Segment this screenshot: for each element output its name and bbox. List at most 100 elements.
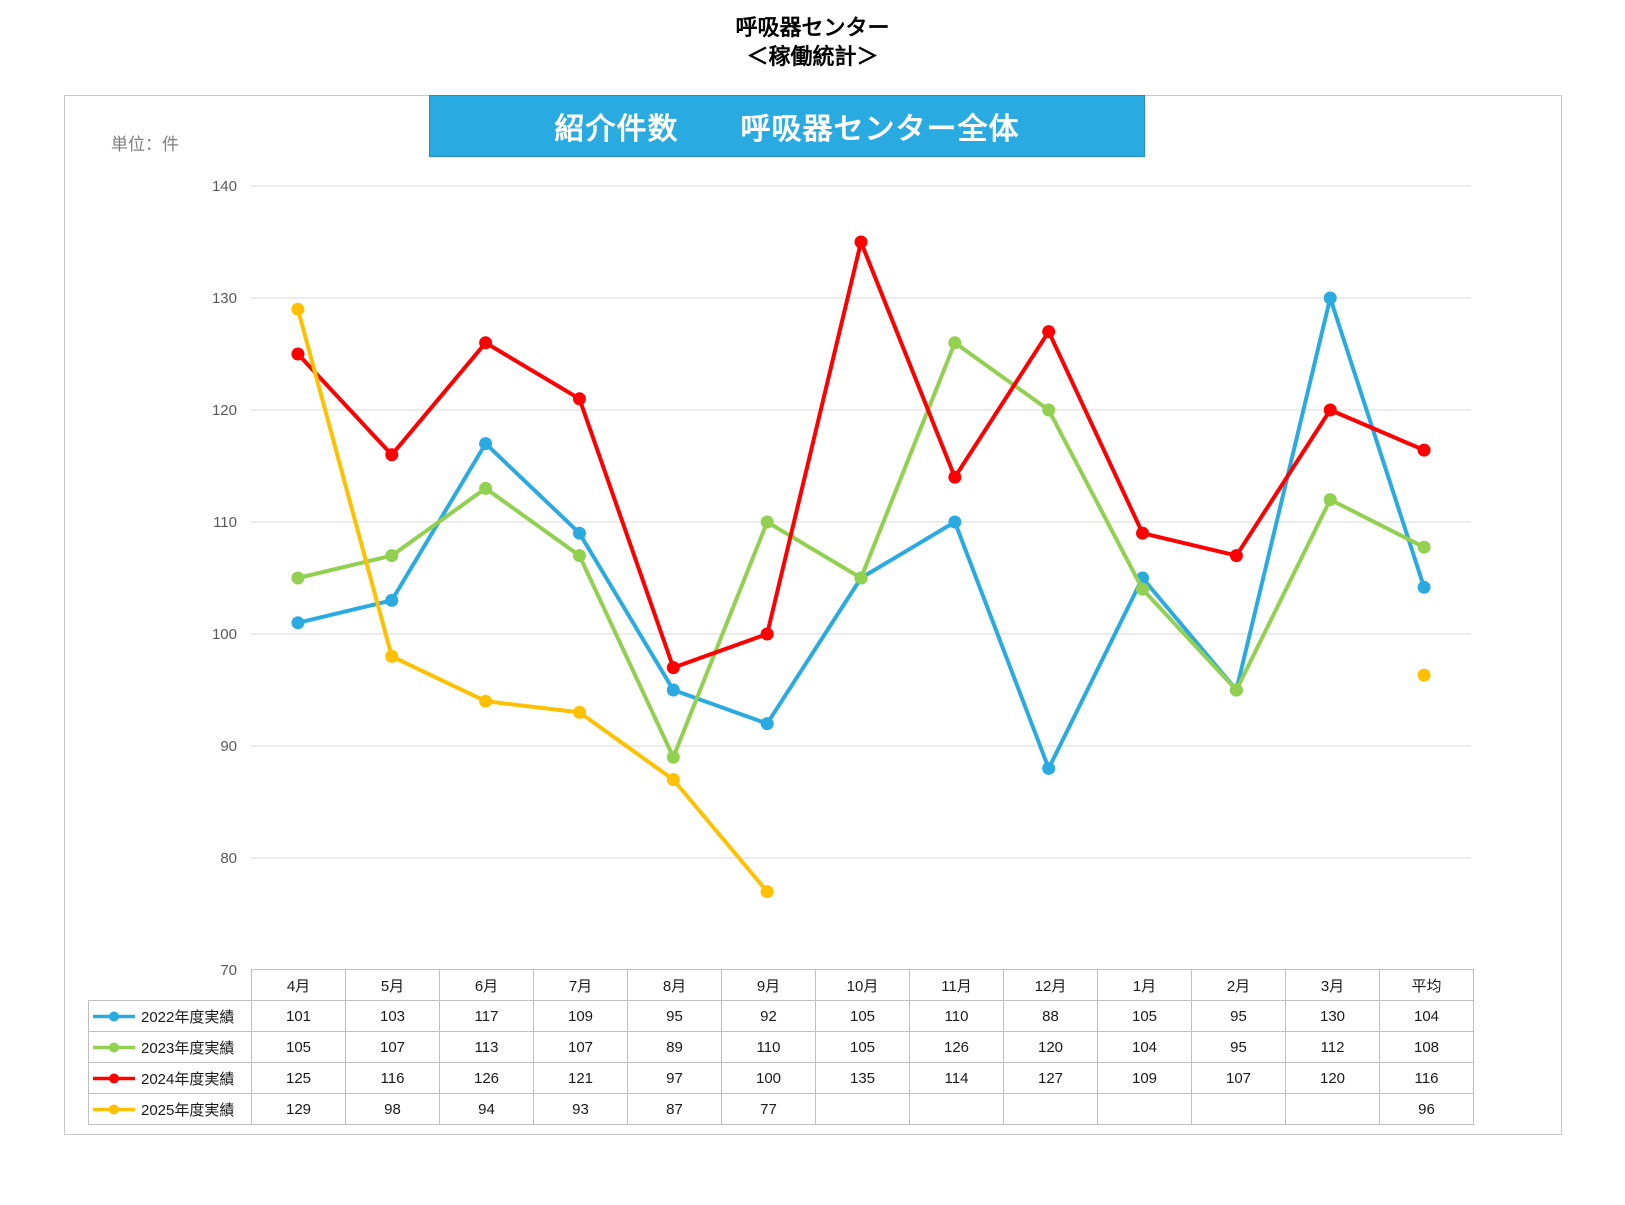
value-cell — [909, 1093, 1004, 1125]
data-point-2025 — [572, 705, 586, 719]
value-cell: 95 — [627, 1000, 722, 1032]
data-point-2022 — [760, 717, 774, 731]
value-cell: 113 — [439, 1031, 534, 1063]
data-point-2022 — [1229, 683, 1243, 697]
legend-label: 2023年度実績 — [141, 1039, 235, 1057]
data-point-2024 — [1229, 549, 1243, 563]
value-cell — [815, 1093, 910, 1125]
average-cell: 104 — [1379, 1000, 1474, 1032]
data-point-2023 — [760, 515, 774, 529]
series-line-2025 — [295, 307, 770, 894]
data-point-2023 — [948, 336, 962, 350]
value-cell: 107 — [533, 1031, 628, 1063]
value-cell: 109 — [1097, 1062, 1192, 1094]
data-table: 4月 5月 6月 7月 8月 9月 10月 11月 12月 1月 2月 3月 平均 2022年度実績 101… — [88, 969, 1474, 1125]
series-line-2023 — [295, 340, 1427, 760]
page-title: 呼吸器センター ＜稼働統計＞ — [0, 14, 1625, 71]
legend-cell: 2022年度実績 — [88, 1000, 252, 1032]
y-axis-label: 120 — [212, 402, 237, 419]
value-cell: 109 — [533, 1000, 628, 1032]
data-point-2023 — [1229, 683, 1243, 697]
data-point-2025 — [385, 649, 399, 663]
data-point-2022 — [1323, 291, 1337, 305]
month-header: 6月 — [439, 969, 534, 1001]
table-corner — [89, 970, 252, 1001]
data-point-2024 — [1323, 403, 1337, 417]
data-point-2024 — [291, 347, 305, 361]
month-header: 5月 — [345, 969, 440, 1001]
value-cell: 95 — [1191, 1031, 1286, 1063]
month-header: 1月 — [1097, 969, 1192, 1001]
value-cell: 110 — [909, 1000, 1004, 1032]
value-cell: 114 — [909, 1062, 1004, 1094]
data-point-2025 — [666, 773, 680, 787]
month-header: 4月 — [251, 969, 346, 1001]
page-title-line1: 呼吸器センター — [735, 15, 890, 40]
data-point-2025 — [760, 885, 774, 899]
data-point-2024 — [479, 336, 493, 350]
data-point-2023 — [854, 571, 868, 585]
data-point-2024 — [666, 661, 680, 675]
y-axis-label: 140 — [212, 178, 237, 195]
legend-marker-icon — [93, 1104, 135, 1114]
month-header: 2月 — [1191, 969, 1286, 1001]
data-point-2024 — [948, 470, 962, 484]
data-point-2023 — [1042, 403, 1056, 417]
value-cell: 110 — [721, 1031, 816, 1063]
value-cell: 117 — [439, 1000, 534, 1032]
series-line-2022 — [295, 296, 1427, 771]
month-header: 11月 — [909, 969, 1004, 1001]
data-point-2023 — [291, 571, 305, 585]
value-cell: 95 — [1191, 1000, 1286, 1032]
value-cell: 127 — [1003, 1062, 1098, 1094]
value-cell: 129 — [251, 1093, 346, 1125]
chart-frame: 単位：件 紹介件数 呼吸器センター全体 70 80 90 100 110 120 130 14… — [64, 95, 1562, 1135]
table-row: 2024年度実績 125 116 126 121 97 100 135 114 127 109 107… — [88, 1062, 1474, 1094]
value-cell: 105 — [1097, 1000, 1192, 1032]
data-point-2022 — [948, 515, 962, 529]
data-point-2023 — [385, 549, 399, 563]
value-cell: 77 — [721, 1093, 816, 1125]
chart-title-banner: 紹介件数 呼吸器センター全体 — [429, 95, 1145, 157]
value-cell: 105 — [815, 1031, 910, 1063]
average-cell: 108 — [1379, 1031, 1474, 1063]
value-cell — [1285, 1093, 1380, 1125]
value-cell: 126 — [909, 1031, 1004, 1063]
value-cell: 107 — [1191, 1062, 1286, 1094]
data-point-2022 — [572, 526, 586, 540]
legend-marker-icon — [93, 1073, 135, 1083]
value-cell: 126 — [439, 1062, 534, 1094]
month-header: 3月 — [1285, 969, 1380, 1001]
value-cell: 88 — [1003, 1000, 1098, 1032]
value-cell: 98 — [345, 1093, 440, 1125]
data-point-2024 — [760, 627, 774, 641]
page-title-line2: ＜稼働統計＞ — [746, 43, 879, 69]
legend-cell: 2023年度実績 — [88, 1031, 252, 1063]
data-point-2023 — [572, 549, 586, 563]
series-line-2024 — [295, 240, 1427, 670]
value-cell: 112 — [1285, 1031, 1380, 1063]
month-header: 平均 — [1379, 969, 1474, 1001]
value-cell: 135 — [815, 1062, 910, 1094]
value-cell: 107 — [345, 1031, 440, 1063]
legend-label: 2024年度実績 — [141, 1070, 235, 1088]
data-point-2023 — [479, 481, 493, 495]
value-cell: 103 — [345, 1000, 440, 1032]
table-row: 2022年度実績 101 103 117 109 95 92 105 110 88 105 95 130… — [88, 1000, 1474, 1032]
data-point-2023 — [1323, 493, 1337, 507]
data-point-2022 — [1042, 761, 1056, 775]
table-row: 2025年度実績 129 98 94 93 87 77 96 — [88, 1093, 1474, 1125]
table-header-row: 4月 5月 6月 7月 8月 9月 10月 11月 12月 1月 2月 3月 平均 — [89, 969, 1474, 1001]
month-header: 10月 — [815, 969, 910, 1001]
value-cell — [1003, 1093, 1098, 1125]
data-point-2025 — [479, 694, 493, 708]
data-point-2023 — [666, 750, 680, 764]
value-cell: 130 — [1285, 1000, 1380, 1032]
value-cell: 87 — [627, 1093, 722, 1125]
value-cell: 121 — [533, 1062, 628, 1094]
value-cell: 120 — [1003, 1031, 1098, 1063]
y-axis-label: 80 — [220, 850, 237, 867]
unit-label: 単位：件 — [111, 135, 179, 154]
value-cell — [1191, 1093, 1286, 1125]
value-cell: 89 — [627, 1031, 722, 1063]
